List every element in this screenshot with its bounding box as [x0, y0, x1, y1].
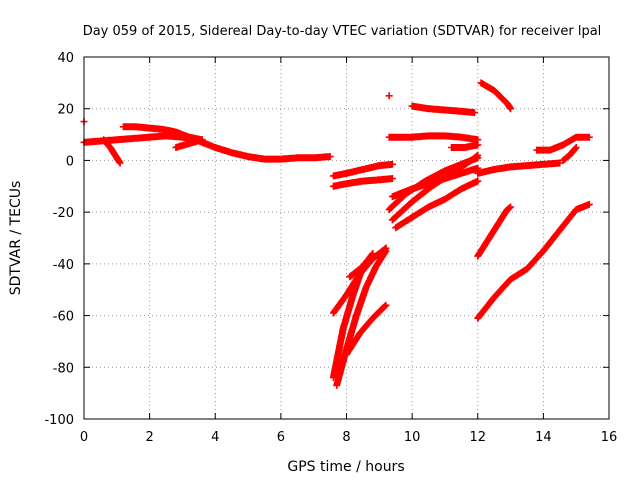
data-point-markers	[333, 247, 390, 389]
data-point-markers	[448, 141, 482, 151]
data-point-markers	[477, 79, 515, 113]
data-point-markers	[385, 132, 482, 144]
x-tick-label: 14	[535, 430, 552, 445]
grid	[84, 57, 609, 419]
y-tick-label: 40	[57, 51, 74, 66]
x-tick-label: 2	[145, 430, 153, 445]
x-tick-label: 0	[80, 430, 88, 445]
y-axis-label: SDTVAR / TECUs	[8, 181, 24, 296]
data-series	[474, 203, 515, 260]
data-point-markers	[346, 244, 390, 281]
y-tick-label: -60	[53, 310, 74, 325]
data-point-markers	[388, 151, 482, 224]
data-point-markers	[474, 200, 593, 322]
x-tick-label: 10	[404, 430, 421, 445]
data-series	[346, 244, 390, 281]
data-point-markers	[533, 133, 593, 154]
data-series	[559, 144, 580, 164]
y-tick-label: -20	[53, 206, 74, 221]
data-series	[448, 141, 482, 151]
y-tick-label: -40	[53, 258, 74, 273]
data-point-markers	[119, 123, 206, 144]
data-points	[80, 79, 593, 389]
data-series	[172, 136, 206, 151]
y-tick-label: -80	[53, 361, 74, 376]
chart-title: Day 059 of 2015, Sidereal Day-to-day VTE…	[83, 24, 602, 39]
data-series	[477, 79, 515, 113]
data-point-markers	[474, 159, 564, 177]
x-tick-label: 8	[342, 430, 350, 445]
data-point-markers	[559, 144, 580, 164]
data-series	[385, 132, 482, 144]
x-tick-label: 4	[211, 430, 219, 445]
data-series	[329, 175, 396, 190]
data-series	[333, 247, 390, 389]
x-axis-label: GPS time / hours	[287, 459, 404, 475]
data-series	[392, 177, 482, 232]
data-point-markers	[474, 203, 515, 260]
data-series	[388, 151, 482, 224]
y-tick-label: -100	[44, 413, 74, 428]
data-series	[385, 92, 393, 100]
data-series	[119, 123, 206, 144]
data-series	[533, 133, 593, 154]
data-point-markers	[329, 160, 396, 180]
data-point-markers	[172, 136, 206, 151]
data-point-markers	[385, 92, 393, 100]
axis-ticks: 0 2 4 6 8 10 12 14 16 -100 -80 -60 -40 -20 0 20 40	[44, 51, 617, 445]
data-point-markers	[408, 102, 478, 117]
data-point-markers	[329, 175, 396, 190]
data-series	[474, 159, 564, 177]
x-tick-label: 16	[601, 430, 618, 445]
x-tick-label: 12	[469, 430, 486, 445]
data-point-markers	[392, 177, 482, 232]
data-series	[329, 160, 396, 180]
data-series	[408, 102, 478, 117]
x-tick-label: 6	[277, 430, 285, 445]
y-tick-label: 20	[57, 103, 74, 118]
data-series	[100, 136, 124, 167]
data-series	[474, 200, 593, 322]
y-tick-label: 0	[66, 154, 74, 169]
data-point-markers	[100, 136, 124, 167]
